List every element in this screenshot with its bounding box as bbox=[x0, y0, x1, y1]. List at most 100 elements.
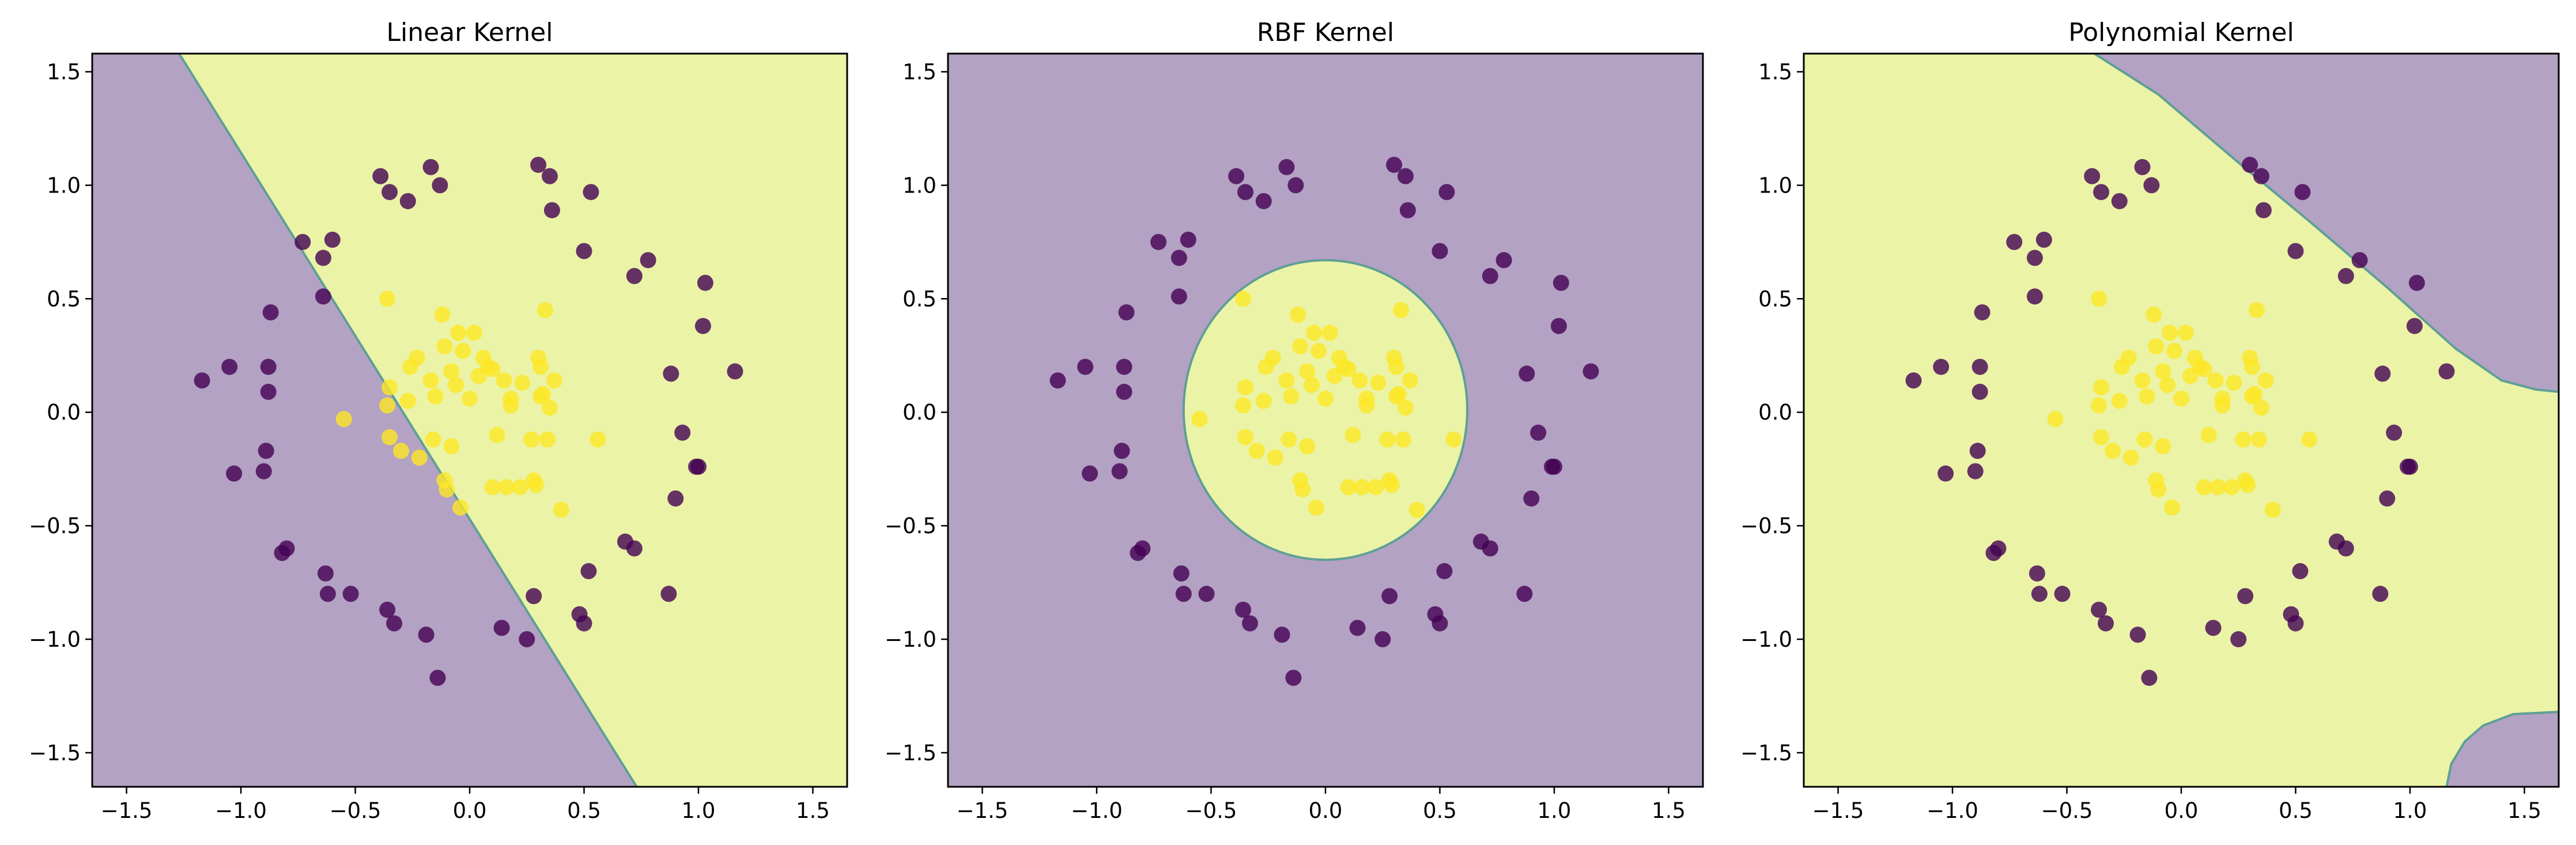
data-point-class-1 bbox=[2253, 399, 2269, 416]
data-point-class-0 bbox=[2287, 615, 2304, 632]
data-point-class-0 bbox=[2031, 586, 2048, 602]
data-point-class-1 bbox=[2091, 291, 2107, 307]
data-point-class-1 bbox=[2223, 479, 2240, 496]
data-point-class-0 bbox=[2084, 168, 2101, 184]
data-point-class-1 bbox=[1340, 479, 1357, 496]
data-point-class-0 bbox=[1397, 168, 1414, 184]
data-point-class-0 bbox=[1436, 563, 1453, 579]
data-point-class-1 bbox=[1344, 427, 1361, 443]
x-tick-label: 0.5 bbox=[567, 798, 601, 823]
data-point-class-1 bbox=[2162, 325, 2178, 341]
data-point-class-1 bbox=[2209, 479, 2226, 496]
data-point-class-0 bbox=[1170, 250, 1187, 266]
data-point-class-0 bbox=[255, 463, 272, 480]
data-point-class-0 bbox=[2374, 365, 2391, 382]
region-class-0-lower bbox=[2446, 712, 2559, 787]
data-point-class-1 bbox=[427, 388, 444, 405]
x-tick-label: −1.5 bbox=[1812, 798, 1864, 823]
data-point-class-0 bbox=[1495, 252, 1512, 269]
decision-boundary-upper bbox=[2094, 54, 2559, 393]
data-point-class-0 bbox=[1116, 383, 1132, 400]
data-point-class-1 bbox=[1445, 431, 1462, 448]
data-point-class-0 bbox=[1237, 184, 1254, 201]
decision-boundary bbox=[1182, 259, 1469, 561]
data-point-class-0 bbox=[2237, 588, 2254, 605]
data-point-class-0 bbox=[2091, 601, 2107, 618]
data-point-class-1 bbox=[2091, 397, 2107, 414]
data-point-class-1 bbox=[2177, 325, 2194, 341]
data-point-class-1 bbox=[484, 479, 501, 496]
data-point-class-1 bbox=[1308, 499, 1325, 516]
y-tick-label: 0.5 bbox=[902, 286, 936, 311]
y-tick-label: 1.5 bbox=[47, 60, 81, 85]
data-point-class-1 bbox=[1317, 390, 1334, 407]
data-point-class-0 bbox=[576, 615, 592, 632]
data-point-class-1 bbox=[546, 372, 562, 389]
data-point-class-1 bbox=[2196, 361, 2212, 378]
data-point-class-0 bbox=[1933, 359, 1950, 375]
scatter-points bbox=[1049, 156, 1599, 686]
data-point-class-0 bbox=[1173, 565, 1189, 582]
data-point-class-0 bbox=[2255, 202, 2272, 218]
y-tick-label: 1.0 bbox=[1758, 173, 1792, 198]
data-point-class-1 bbox=[537, 302, 553, 319]
data-point-class-1 bbox=[1408, 501, 1425, 518]
data-point-class-0 bbox=[697, 274, 713, 291]
data-point-class-1 bbox=[2139, 388, 2155, 405]
data-point-class-0 bbox=[1937, 465, 1954, 482]
x-tick-label: 0.0 bbox=[453, 798, 487, 823]
data-point-class-1 bbox=[2196, 479, 2212, 496]
data-point-class-1 bbox=[1388, 359, 1405, 375]
panel-title: Linear Kernel bbox=[387, 18, 553, 47]
data-point-class-0 bbox=[727, 363, 743, 380]
data-point-class-0 bbox=[315, 288, 331, 305]
x-tick-label: −0.5 bbox=[330, 798, 382, 823]
data-point-class-1 bbox=[2155, 363, 2171, 380]
data-point-class-0 bbox=[526, 588, 542, 605]
data-point-class-0 bbox=[1969, 443, 1986, 459]
data-point-class-0 bbox=[2054, 586, 2071, 602]
decision-regions bbox=[1804, 54, 2559, 787]
x-tick-label: 1.0 bbox=[2393, 798, 2427, 823]
data-point-class-1 bbox=[2264, 501, 2281, 518]
y-tick-label: 1.0 bbox=[902, 173, 936, 198]
data-point-class-0 bbox=[530, 156, 547, 173]
data-point-class-0 bbox=[541, 168, 558, 184]
data-point-class-0 bbox=[1349, 620, 1366, 636]
data-point-class-0 bbox=[258, 443, 274, 459]
y-tick-label: −1.0 bbox=[885, 627, 936, 652]
data-point-class-1 bbox=[1294, 481, 1311, 498]
data-point-class-1 bbox=[2246, 386, 2263, 402]
data-point-class-0 bbox=[379, 601, 396, 618]
data-point-class-0 bbox=[2098, 615, 2114, 632]
x-tick-label: −1.0 bbox=[1071, 798, 1123, 823]
data-point-class-0 bbox=[2134, 159, 2151, 175]
data-point-class-0 bbox=[2093, 184, 2110, 201]
data-point-class-1 bbox=[1395, 431, 1411, 448]
data-point-class-0 bbox=[294, 233, 311, 250]
region-class-0 bbox=[92, 54, 637, 787]
data-point-class-0 bbox=[1113, 443, 1130, 459]
x-tick-label: −0.5 bbox=[1185, 798, 1237, 823]
data-point-class-0 bbox=[2401, 458, 2418, 475]
x-tick-label: 1.0 bbox=[682, 798, 716, 823]
data-point-class-1 bbox=[2164, 499, 2181, 516]
x-tick-label: 0.0 bbox=[1309, 798, 1343, 823]
region-class-1 bbox=[1183, 260, 1468, 560]
data-point-class-1 bbox=[1255, 393, 1272, 409]
data-point-class-0 bbox=[2408, 274, 2425, 291]
data-point-class-0 bbox=[674, 424, 691, 441]
data-point-class-0 bbox=[1274, 627, 1290, 643]
data-point-class-0 bbox=[1386, 156, 1403, 173]
y-tick-label: 1.5 bbox=[1758, 60, 1792, 85]
data-point-class-1 bbox=[532, 359, 549, 375]
y-tick-label: −0.5 bbox=[29, 514, 81, 538]
data-point-class-1 bbox=[452, 499, 469, 516]
data-point-class-0 bbox=[1180, 231, 1196, 248]
data-point-class-1 bbox=[448, 376, 464, 393]
data-point-class-0 bbox=[1431, 615, 1448, 632]
data-point-class-1 bbox=[2111, 393, 2128, 409]
data-point-class-0 bbox=[2287, 243, 2304, 259]
data-point-class-0 bbox=[1235, 601, 1252, 618]
data-point-class-1 bbox=[539, 431, 556, 448]
